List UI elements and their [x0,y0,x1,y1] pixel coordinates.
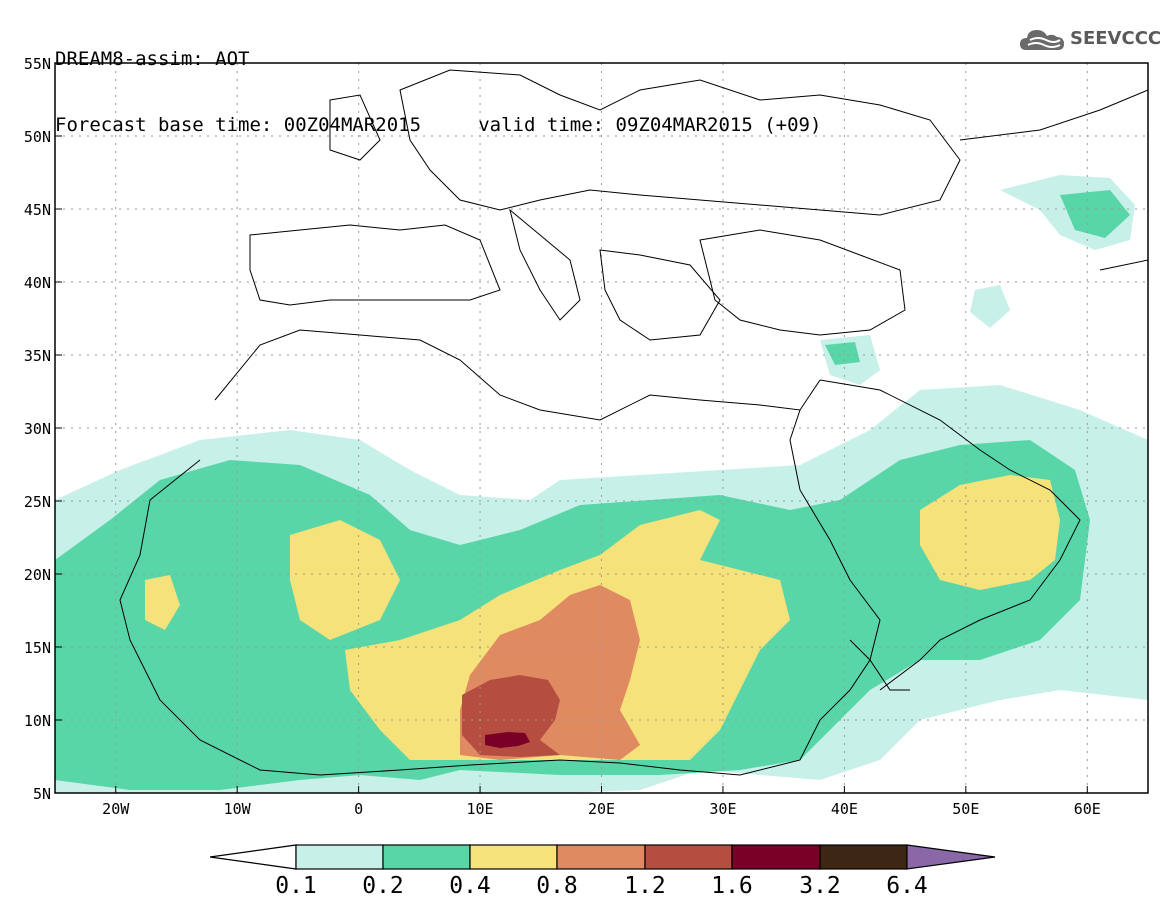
title-line-2: Forecast base time: 00Z04MAR2015 valid t… [55,114,822,136]
seevccc-logo: SEEVCCC [1018,24,1162,56]
lat-tick-label: 55N [24,55,51,73]
map-title: DREAM8-assim: AOT Forecast base time: 00… [55,4,821,158]
colorbar-label: 0.8 [536,873,578,899]
lon-tick-label: 30E [709,800,736,818]
coastlines [119,69,1148,776]
colorbar-swatch-7 [819,844,908,870]
lat-tick-label: 5N [33,785,51,803]
colorbar-swatch-5 [644,844,733,870]
colorbar-swatch-3 [469,844,558,870]
colorbar-label: 1.2 [624,873,666,899]
colorbar-label: 0.2 [362,873,404,899]
lat-tick-label: 35N [24,347,51,365]
latitude-axis: 55N 50N 45N 40N 35N 30N 25N 20N 15N 10N 5N [24,55,62,803]
title-line-1: DREAM8-assim: AOT [55,48,250,70]
lat-tick-label: 50N [24,128,51,146]
lat-tick-label: 30N [24,420,51,438]
lat-tick-label: 25N [24,493,51,511]
colorbar-under-arrow [209,844,297,870]
lat-tick-label: 10N [24,712,51,730]
colorbar-labels: 0.1 0.2 0.4 0.8 1.2 1.6 3.2 6.4 [275,873,928,899]
colorbar [209,844,996,870]
aot-band-1.6 [485,732,530,748]
colorbar-label: 0.1 [275,873,317,899]
colorbar-label: 3.2 [799,873,841,899]
colorbar-swatch-4 [556,844,646,870]
colorbar-label: 1.6 [711,873,753,899]
colorbar-label: 6.4 [886,873,928,899]
lon-tick-label: 10E [467,800,494,818]
colorbar-swatch-1 [295,844,384,870]
lon-tick-label: 10W [224,800,252,818]
logo-text: SEEVCCC [1070,28,1162,49]
lat-tick-label: 15N [24,639,51,657]
lat-tick-label: 20N [24,566,51,584]
cloud-icon [1020,30,1064,50]
lon-tick-label: 0 [354,800,363,818]
lat-tick-label: 45N [24,201,51,219]
lat-tick-label: 40N [24,274,51,292]
lon-tick-label: 60E [1074,800,1101,818]
lon-tick-label: 50E [952,800,979,818]
lon-tick-label: 40E [831,800,858,818]
graticule [55,63,1148,793]
colorbar-over-arrow [906,844,996,870]
lon-tick-label: 20E [588,800,615,818]
colorbar-swatch-6 [731,844,821,870]
aot-field [55,175,1148,793]
longitude-axis: 20W 10W 0 10E 20E 30E 40E 50E 60E [102,786,1101,818]
colorbar-swatch-2 [382,844,471,870]
colorbar-label: 0.4 [449,873,491,899]
lon-tick-label: 20W [102,800,130,818]
